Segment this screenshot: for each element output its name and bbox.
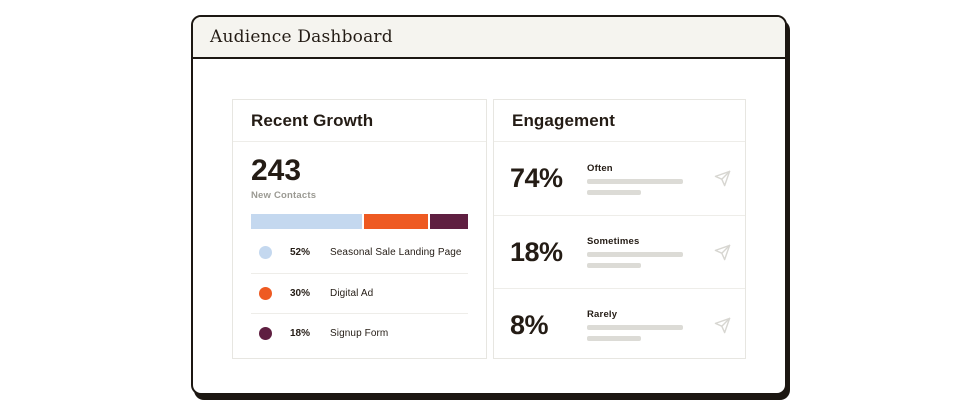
send-icon — [714, 244, 731, 261]
legend-percent: 52% — [290, 247, 311, 258]
new-contacts-label: New Contacts — [251, 189, 317, 201]
legend-label: Seasonal Sale Landing Page — [330, 247, 462, 258]
legend-row-digital-ad: 30% Digital Ad — [251, 272, 468, 313]
placeholder-bar — [587, 178, 683, 184]
legend-dot-icon — [259, 246, 272, 259]
recent-growth-header: Recent Growth — [233, 100, 486, 142]
placeholder-bar — [587, 252, 683, 257]
engagement-frequency-label: Often — [587, 162, 613, 174]
audience-dashboard-window: Audience Dashboard Recent Growth 243 New… — [191, 15, 787, 395]
engagement-percent: 18% — [510, 236, 563, 267]
bar-segment-signup-form — [429, 213, 469, 229]
legend-dot-icon — [259, 286, 272, 300]
placeholder-bar — [587, 325, 683, 330]
bar-segment-digital-ad — [363, 213, 428, 229]
engagement-row-often: 74% Often — [494, 142, 745, 215]
legend-dot-icon — [259, 326, 272, 340]
engagement-frequency-label: Sometimes — [587, 236, 640, 247]
engagement-row-rarely: 8% Rarely — [494, 288, 745, 361]
send-icon — [714, 317, 731, 334]
dashboard-content: Recent Growth 243 New Contacts 52% Seaso… — [193, 59, 785, 359]
legend-percent: 18% — [290, 327, 311, 339]
engagement-percent: 74% — [510, 163, 563, 193]
placeholder-bar — [587, 336, 641, 341]
engagement-row-detail: Rarely — [587, 309, 708, 341]
engagement-panel: Engagement 74% Often 18% — [493, 99, 746, 359]
placeholder-bar — [587, 263, 641, 268]
recent-growth-title: Recent Growth — [251, 111, 374, 130]
send-icon — [714, 170, 731, 187]
engagement-frequency-label: Rarely — [587, 309, 618, 320]
engagement-row-detail: Sometimes — [587, 236, 708, 268]
legend-percent: 30% — [290, 287, 311, 299]
engagement-row-sometimes: 18% Sometimes — [494, 215, 745, 288]
recent-growth-body: 243 New Contacts 52% Seasonal Sale Landi… — [233, 142, 486, 353]
placeholder-bar — [587, 189, 641, 195]
new-contacts-count: 243 — [251, 154, 302, 187]
legend-label: Digital Ad — [330, 287, 374, 299]
window-titlebar: Audience Dashboard — [193, 17, 785, 59]
legend-row-signup-form: 18% Signup Form — [251, 312, 468, 353]
window-title: Audience Dashboard — [210, 27, 393, 47]
engagement-percent: 8% — [510, 309, 549, 340]
engagement-header: Engagement — [494, 100, 745, 142]
contacts-source-stacked-bar — [251, 213, 469, 229]
bar-segment-seasonal-sale — [251, 213, 362, 229]
engagement-rows: 74% Often 18% Sometimes — [494, 142, 745, 361]
recent-growth-panel: Recent Growth 243 New Contacts 52% Seaso… — [232, 99, 487, 359]
engagement-row-detail: Often — [587, 163, 708, 195]
engagement-title: Engagement — [512, 111, 616, 130]
legend-row-seasonal-sale: 52% Seasonal Sale Landing Page — [251, 233, 468, 273]
legend-label: Signup Form — [330, 327, 389, 339]
contacts-source-legend: 52% Seasonal Sale Landing Page 30% Digit… — [251, 233, 468, 353]
